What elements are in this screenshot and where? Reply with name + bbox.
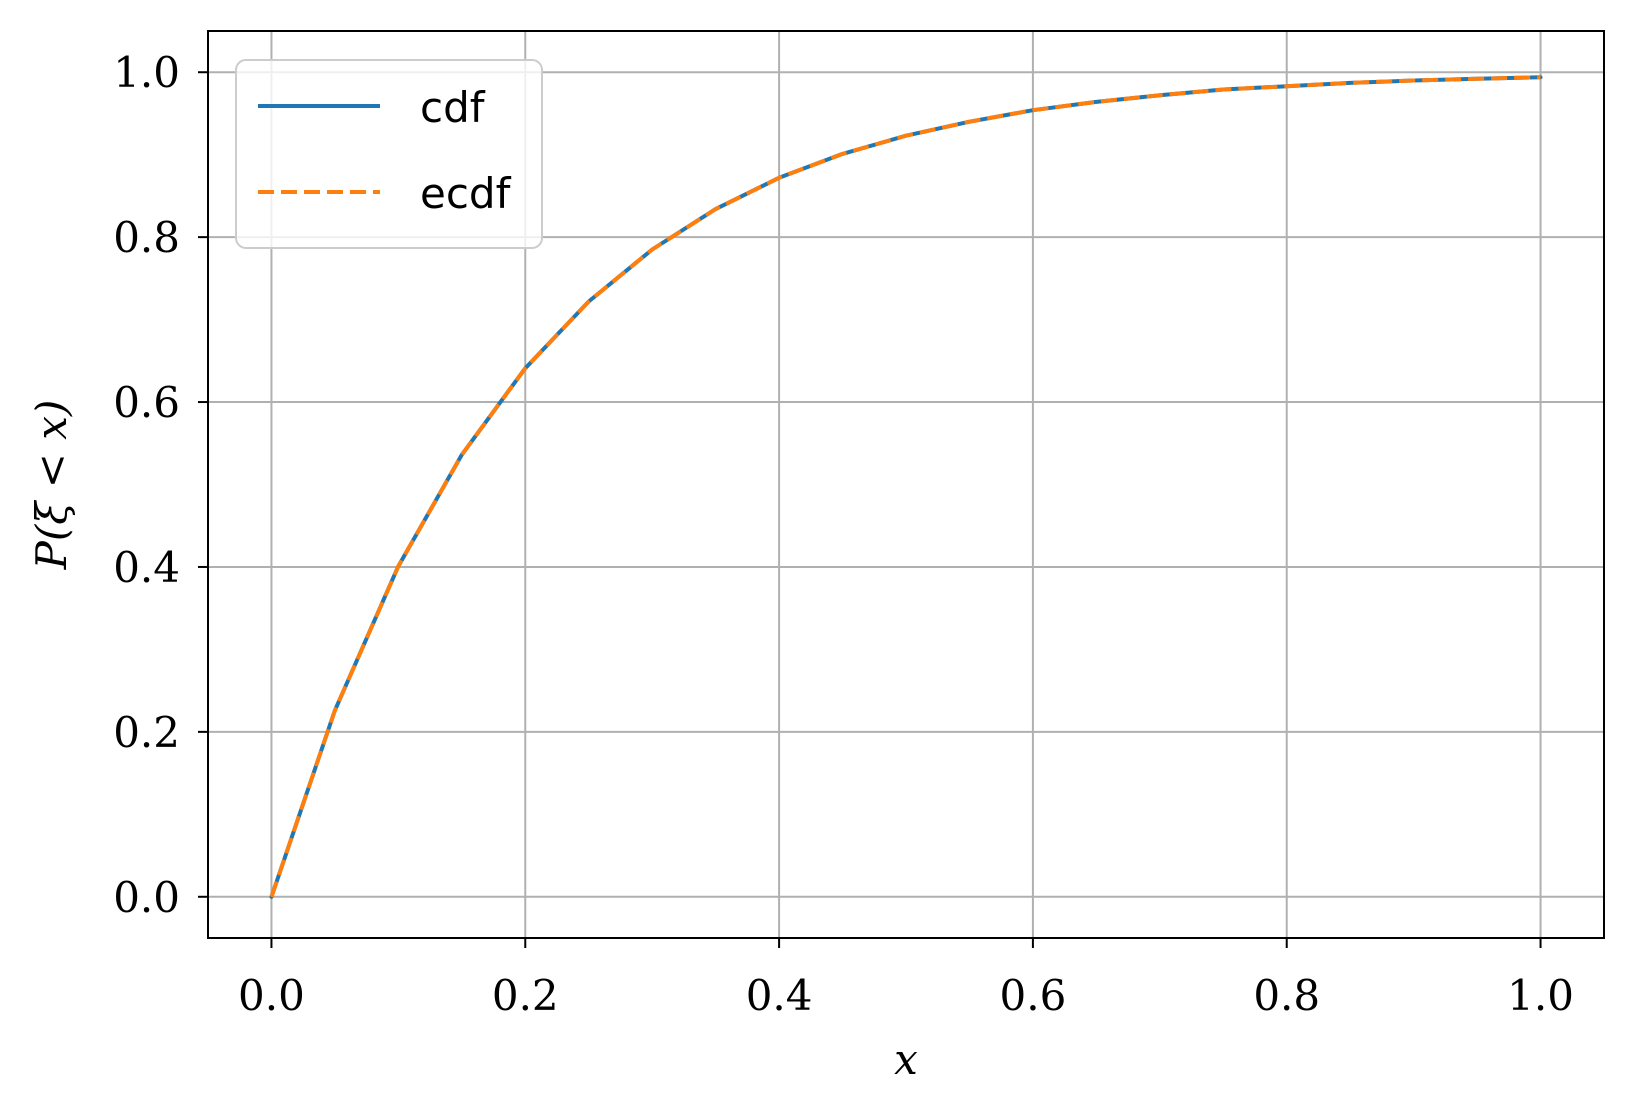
y-tick-label: 0.2 — [113, 708, 180, 757]
series-layer — [269, 75, 1543, 899]
x-tick-label: 0.6 — [1000, 971, 1067, 1020]
grid — [208, 31, 1604, 938]
x-tick-label: 0.8 — [1253, 971, 1320, 1020]
y-tick-label: 0.4 — [113, 543, 180, 592]
x-tick-label: 0.2 — [492, 971, 559, 1020]
x-axis-label: x — [894, 1035, 918, 1084]
plot-frame — [207, 30, 1605, 939]
legend-label-cdf: cdf — [420, 83, 486, 132]
y-axis-label: P(ξ < x) — [27, 400, 76, 571]
x-tick-label: 0.4 — [746, 971, 813, 1020]
y-tick-label: 0.6 — [113, 378, 180, 427]
y-tick-label: 0.8 — [113, 213, 180, 262]
y-axis-ticks: 0.0 0.2 0.4 0.6 0.8 1.0 — [113, 48, 208, 922]
legend: cdf ecdf — [235, 59, 543, 249]
x-tick-label: 0.0 — [238, 971, 305, 1020]
series-line-ecdf — [269, 75, 1541, 898]
x-tick-label: 1.0 — [1507, 971, 1574, 1020]
y-tick-label: 1.0 — [113, 48, 180, 97]
x-axis-ticks: 0.0 0.2 0.4 0.6 0.8 1.0 — [238, 938, 1574, 1020]
y-tick-label: 0.0 — [113, 873, 180, 922]
legend-label-ecdf: ecdf — [420, 169, 512, 218]
legend-frame — [235, 59, 543, 249]
